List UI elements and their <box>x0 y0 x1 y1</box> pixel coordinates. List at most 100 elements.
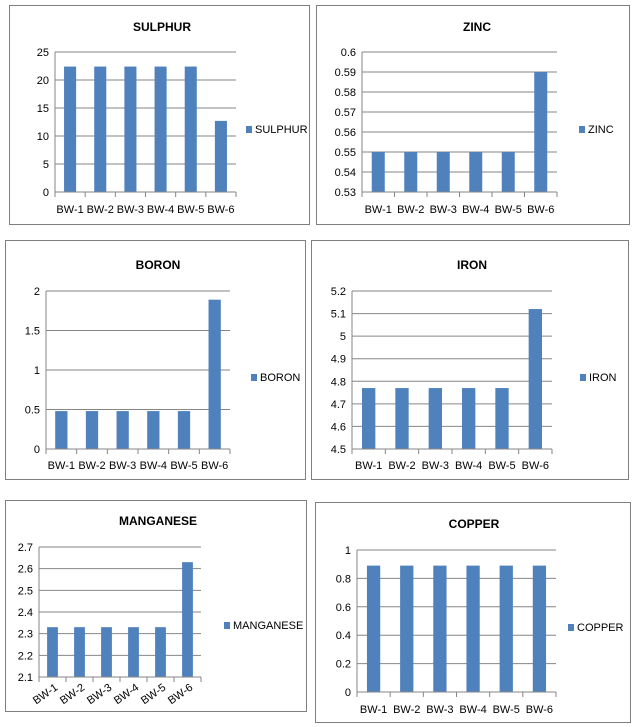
y-tick-label: 0.53 <box>335 187 356 199</box>
chart-title: COPPER <box>449 517 500 531</box>
chart-panel-copper: COPPER 0 0.2 0.4 0.6 0.8 1 BW-1 BW-2 BW-3 BW-4 BW-5… <box>315 502 631 723</box>
bar <box>128 627 139 677</box>
x-tick-label: BW-6 <box>527 204 554 216</box>
bar <box>47 627 58 677</box>
bar <box>395 388 409 449</box>
legend-label: COPPER <box>577 622 624 634</box>
legend-label: BORON <box>260 372 300 384</box>
y-tick-label: 0 <box>43 187 49 199</box>
y-tick-label: 2.5 <box>18 585 33 597</box>
x-tick-label: BW-1 <box>360 704 387 716</box>
legend-label: SULPHUR <box>255 124 308 136</box>
y-tick-label: 2.3 <box>18 629 33 641</box>
y-tick-label: 0.6 <box>336 602 351 614</box>
bar <box>184 66 197 192</box>
x-tick-label: BW-6 <box>201 460 228 472</box>
x-tick-label: BW-5 <box>488 460 515 472</box>
x-tick-label: BW-2 <box>397 204 424 216</box>
x-tick-label: BW-1 <box>31 682 60 707</box>
legend-swatch <box>580 374 586 381</box>
bar <box>400 565 414 692</box>
x-tick-label: BW-4 <box>147 204 174 216</box>
bar <box>534 72 548 192</box>
bar <box>469 152 483 192</box>
x-tick-label: BW-5 <box>177 204 204 216</box>
y-tick-label: 10 <box>37 131 49 143</box>
bar <box>147 411 160 449</box>
chart-svg: IRON 4.5 4.6 4.7 4.8 4.9 5 5.1 5.2 BW-1 BW-2 BW-3 BW… <box>331 258 617 472</box>
legend-swatch <box>251 374 257 381</box>
y-tick-label: 4.7 <box>331 399 346 411</box>
legend-swatch <box>568 624 574 631</box>
y-tick-label: 0.59 <box>335 67 356 79</box>
x-tick-label: BW-2 <box>58 682 87 707</box>
y-tick-label: 20 <box>37 75 49 87</box>
x-tick-label: BW-4 <box>455 460 482 472</box>
x-tick-label: BW-1 <box>365 204 392 216</box>
x-tick-label: BW-3 <box>422 460 449 472</box>
bar <box>466 565 480 692</box>
chart-panel-manganese: MANGANESE 2.1 2.2 2.3 2.4 2.5 2.6 2.7 BW-1 BW-2 BW… <box>5 500 307 712</box>
bar <box>499 565 513 692</box>
bar <box>428 388 442 449</box>
y-tick-label: 2.6 <box>18 564 33 576</box>
y-tick-label: 1 <box>345 545 351 557</box>
y-tick-label: 0 <box>34 444 40 456</box>
y-tick-label: 0.8 <box>336 573 351 585</box>
y-tick-label: 0.2 <box>336 659 351 671</box>
x-tick-label: BW-6 <box>207 204 234 216</box>
bar <box>64 66 77 192</box>
x-tick-label: BW-2 <box>393 704 420 716</box>
x-tick-label: BW-5 <box>493 704 520 716</box>
y-tick-label: 5.1 <box>331 309 346 321</box>
chart-title: MANGANESE <box>119 514 197 528</box>
chart-panel-iron: IRON 4.5 4.6 4.7 4.8 4.9 5 5.1 5.2 BW-1 BW-2 BW-3 BW… <box>311 240 629 480</box>
chart-title: SULPHUR <box>133 20 191 34</box>
y-tick-label: 0.54 <box>335 167 356 179</box>
x-tick-label: BW-3 <box>109 460 136 472</box>
chart-panel-zinc: ZINC 0.53 0.54 0.55 0.56 0.57 0.58 0.59 0.6 BW-1 B… <box>316 5 630 225</box>
chart-svg: ZINC 0.53 0.54 0.55 0.56 0.57 0.58 0.59 0.6 BW-1 B… <box>335 20 614 216</box>
legend-label: MANGANESE <box>233 620 303 632</box>
y-tick-label: 0.58 <box>335 87 356 99</box>
chart-title: BORON <box>136 258 181 272</box>
bar <box>177 411 191 449</box>
bar <box>208 299 221 449</box>
legend-label: ZINC <box>588 124 614 136</box>
x-tick-label: BW-6 <box>526 704 553 716</box>
y-tick-label: 0.55 <box>335 147 356 159</box>
y-tick-label: 0.5 <box>25 405 40 417</box>
y-tick-label: 5 <box>340 331 346 343</box>
bar <box>154 66 167 192</box>
bar <box>495 388 509 449</box>
bar <box>101 627 112 677</box>
bar <box>462 388 476 449</box>
x-tick-label: BW-6 <box>522 460 549 472</box>
chart-svg: MANGANESE 2.1 2.2 2.3 2.4 2.5 2.6 2.7 BW-1BW-2 BW… <box>18 514 304 707</box>
y-tick-label: 4.9 <box>331 354 346 366</box>
y-tick-label: 4.5 <box>331 444 346 456</box>
bar <box>214 120 227 192</box>
y-tick-label: 2.4 <box>18 607 33 619</box>
legend-label: IRON <box>589 372 617 384</box>
y-tick-label: 1 <box>34 365 40 377</box>
chart-panel-sulphur: SULPHUR 0 5 10 15 20 25 BW-1 BW-2 BW-3 BW-4 BW-5 BW-… <box>9 5 310 225</box>
legend-swatch <box>224 622 230 629</box>
y-tick-label: 2.1 <box>18 672 33 684</box>
x-tick-label: BW-3 <box>430 204 457 216</box>
bar <box>433 565 447 692</box>
chart-svg: BORON 0 0.5 1 1.5 2 BW-1 BW-2 BW-3 BW-4 BW-5 BW-6 BO… <box>25 258 301 472</box>
y-tick-label: 2.7 <box>18 542 33 554</box>
y-tick-label: 2.2 <box>18 650 33 662</box>
bar <box>371 152 385 192</box>
chart-title: IRON <box>457 258 487 272</box>
x-tick-label: BW-2 <box>87 204 114 216</box>
chart-title: ZINC <box>463 20 491 34</box>
y-tick-label: 4.6 <box>331 421 346 433</box>
y-tick-label: 1.5 <box>25 326 40 338</box>
x-tick-label: BW-3 <box>426 704 453 716</box>
bar <box>116 411 129 449</box>
x-tick-label: BW-5 <box>139 682 168 707</box>
y-tick-label: 0 <box>345 687 351 699</box>
x-tick-label: BW-3 <box>117 204 144 216</box>
